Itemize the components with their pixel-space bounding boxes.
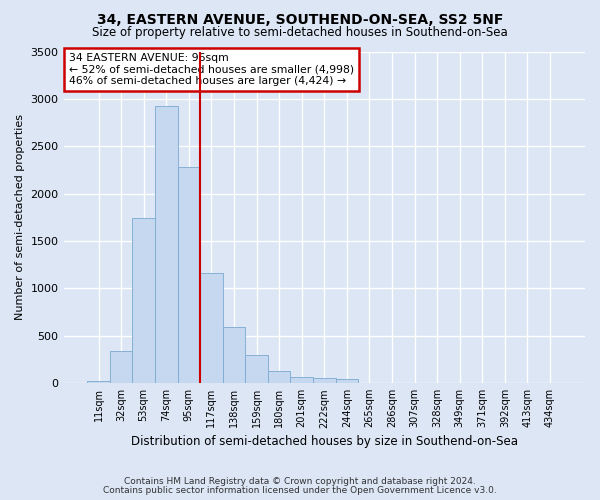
- Bar: [178, 167, 200, 383]
- Bar: [268, 371, 290, 383]
- Text: Size of property relative to semi-detached houses in Southend-on-Sea: Size of property relative to semi-detach…: [92, 26, 508, 39]
- X-axis label: Distribution of semi-detached houses by size in Southend-on-Sea: Distribution of semi-detached houses by …: [131, 434, 518, 448]
- Bar: [313, 378, 335, 383]
- Text: 34, EASTERN AVENUE, SOUTHEND-ON-SEA, SS2 5NF: 34, EASTERN AVENUE, SOUTHEND-ON-SEA, SS2…: [97, 12, 503, 26]
- Bar: [110, 351, 133, 383]
- Bar: [335, 380, 358, 383]
- Bar: [290, 376, 313, 383]
- Text: Contains HM Land Registry data © Crown copyright and database right 2024.: Contains HM Land Registry data © Crown c…: [124, 477, 476, 486]
- Text: Contains public sector information licensed under the Open Government Licence v3: Contains public sector information licen…: [103, 486, 497, 495]
- Bar: [155, 106, 178, 383]
- Y-axis label: Number of semi-detached properties: Number of semi-detached properties: [15, 114, 25, 320]
- Bar: [200, 274, 223, 383]
- Text: 34 EASTERN AVENUE: 96sqm
← 52% of semi-detached houses are smaller (4,998)
46% o: 34 EASTERN AVENUE: 96sqm ← 52% of semi-d…: [69, 53, 354, 86]
- Bar: [133, 218, 155, 383]
- Bar: [87, 381, 110, 383]
- Bar: [223, 328, 245, 383]
- Bar: [245, 355, 268, 383]
